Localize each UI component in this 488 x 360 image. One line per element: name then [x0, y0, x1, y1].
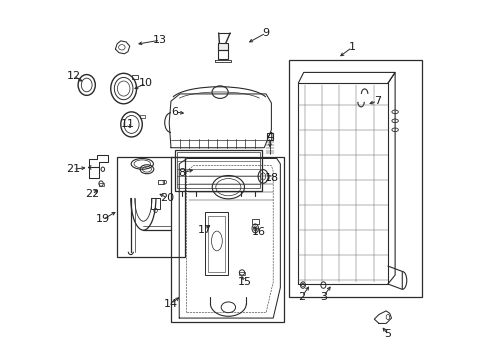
Text: 20: 20 [160, 193, 174, 203]
Bar [218, 50, 227, 59]
Bar [174, 149, 262, 191]
Text: 11: 11 [121, 120, 135, 129]
Text: 18: 18 [264, 173, 278, 183]
Text: 3: 3 [319, 292, 326, 302]
Bar [131, 75, 138, 78]
Text: 14: 14 [163, 299, 178, 309]
Text: 10: 10 [139, 78, 153, 88]
Bar [140, 115, 144, 118]
Bar [99, 183, 103, 186]
Text: 12: 12 [67, 71, 81, 81]
Text: 9: 9 [262, 28, 269, 38]
Text: 8: 8 [178, 168, 185, 178]
Text: 19: 19 [96, 215, 110, 224]
Text: 6: 6 [171, 107, 178, 117]
Bar [158, 180, 164, 184]
Text: 15: 15 [237, 277, 251, 287]
Bar [204, 212, 228, 275]
Text: 1: 1 [348, 42, 355, 52]
Text: 22: 22 [85, 189, 99, 199]
Bar [171, 157, 284, 321]
Text: 21: 21 [66, 164, 80, 174]
Bar [289, 60, 421, 297]
Bar [207, 216, 224, 272]
Bar [266, 133, 272, 140]
Text: 13: 13 [153, 35, 167, 45]
Text: 2: 2 [298, 292, 305, 302]
Bar [239, 272, 244, 275]
Bar [251, 220, 258, 224]
Text: 4: 4 [265, 132, 273, 142]
Bar [117, 157, 185, 257]
Text: 7: 7 [373, 96, 380, 106]
Text: 5: 5 [384, 329, 390, 339]
Bar [217, 43, 228, 50]
Text: 16: 16 [251, 227, 265, 237]
Bar [296, 76, 407, 288]
Text: 17: 17 [198, 225, 212, 235]
Bar [177, 152, 260, 188]
Bar [151, 198, 160, 209]
